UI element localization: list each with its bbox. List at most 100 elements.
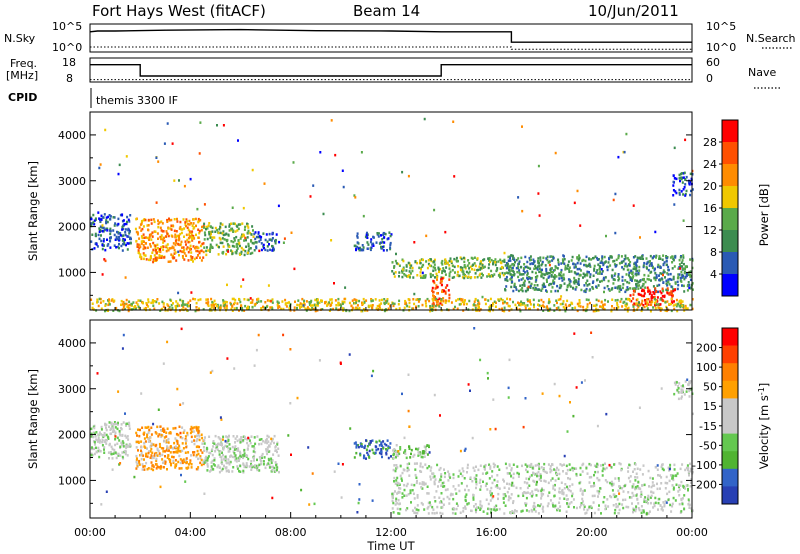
range-cell bbox=[223, 457, 226, 460]
range-cell bbox=[542, 309, 545, 312]
range-cell bbox=[186, 304, 189, 307]
range-cell bbox=[442, 503, 445, 506]
range-cell bbox=[524, 504, 527, 507]
range-cell bbox=[160, 434, 163, 437]
range-cell bbox=[186, 246, 189, 249]
range-cell bbox=[643, 273, 646, 277]
range-cell bbox=[402, 266, 405, 269]
range-cell bbox=[182, 402, 185, 405]
range-cell bbox=[479, 464, 482, 467]
range-cell bbox=[639, 236, 641, 239]
range-cell bbox=[264, 238, 267, 242]
range-cell bbox=[97, 304, 100, 308]
range-cell bbox=[599, 487, 602, 490]
range-cell bbox=[662, 263, 665, 267]
range-cell bbox=[604, 462, 606, 465]
range-cell bbox=[198, 438, 201, 442]
range-cell bbox=[167, 437, 170, 441]
range-cell bbox=[654, 465, 657, 469]
range-cell bbox=[662, 271, 665, 274]
range-cell bbox=[239, 454, 242, 458]
range-cell bbox=[502, 501, 505, 504]
range-cell bbox=[552, 279, 555, 282]
range-cell bbox=[147, 431, 150, 434]
range-cell bbox=[644, 299, 646, 302]
range-cell bbox=[471, 257, 474, 260]
range-cell bbox=[243, 452, 246, 455]
range-cell bbox=[499, 261, 502, 264]
range-cell bbox=[152, 248, 155, 252]
range-cell bbox=[509, 511, 512, 515]
range-cell bbox=[430, 258, 432, 261]
range-cell bbox=[581, 500, 584, 503]
range-cell bbox=[635, 507, 637, 511]
range-cell bbox=[236, 242, 239, 246]
range-cell bbox=[572, 469, 575, 472]
range-cell bbox=[678, 484, 681, 487]
range-cell bbox=[288, 301, 290, 304]
range-cell bbox=[388, 231, 391, 234]
range-cell bbox=[105, 442, 108, 445]
range-cell bbox=[549, 467, 552, 471]
range-cell bbox=[115, 306, 118, 310]
range-cell bbox=[182, 246, 185, 249]
range-cell bbox=[640, 302, 643, 305]
range-cell bbox=[408, 270, 411, 273]
range-cell bbox=[162, 248, 165, 251]
range-cell bbox=[655, 256, 657, 259]
range-cell bbox=[455, 299, 458, 302]
range-cell bbox=[538, 478, 541, 481]
range-cell bbox=[178, 425, 181, 428]
range-cell bbox=[105, 216, 108, 219]
range-cell bbox=[631, 271, 634, 274]
range-cell bbox=[589, 275, 592, 279]
range-cell bbox=[412, 298, 415, 301]
range-cell bbox=[681, 300, 684, 303]
range-cell bbox=[213, 442, 216, 445]
range-cell bbox=[487, 377, 489, 380]
range-cell bbox=[234, 251, 237, 254]
range-cell bbox=[421, 271, 424, 275]
range-cell bbox=[415, 447, 417, 451]
range-cell bbox=[135, 239, 138, 243]
range-cell bbox=[159, 248, 162, 251]
range-cell bbox=[681, 284, 683, 287]
range-cell bbox=[192, 245, 195, 248]
range-cell bbox=[680, 397, 683, 400]
range-cell bbox=[389, 243, 392, 246]
range-cell bbox=[265, 448, 268, 451]
range-cell bbox=[654, 288, 657, 291]
range-cell bbox=[526, 276, 529, 280]
range-cell bbox=[207, 224, 210, 228]
range-cell bbox=[525, 265, 528, 269]
range-cell bbox=[526, 481, 529, 485]
range-cell bbox=[559, 505, 562, 508]
range-cell bbox=[472, 263, 475, 266]
range-cell bbox=[198, 445, 201, 449]
range-cell bbox=[478, 265, 481, 269]
range-cell bbox=[187, 463, 190, 466]
range-cell bbox=[165, 435, 168, 438]
range-cell bbox=[160, 246, 163, 249]
range-cell bbox=[252, 445, 255, 448]
range-cell bbox=[403, 469, 406, 472]
range-cell bbox=[457, 484, 460, 487]
range-cell bbox=[150, 454, 153, 457]
range-cell bbox=[563, 258, 566, 261]
range-cell bbox=[625, 302, 628, 305]
range-cell bbox=[478, 481, 481, 484]
range-cell bbox=[219, 450, 222, 453]
range-cell bbox=[537, 164, 540, 168]
range-cell bbox=[672, 488, 675, 491]
range-cell bbox=[686, 289, 689, 292]
range-cell bbox=[160, 229, 163, 232]
range-cell bbox=[653, 255, 655, 258]
range-cell bbox=[198, 152, 201, 155]
range-cell bbox=[536, 266, 539, 270]
range-cell bbox=[201, 225, 203, 229]
range-cell bbox=[194, 309, 197, 313]
range-cell bbox=[96, 298, 99, 301]
range-cell bbox=[251, 306, 254, 309]
range-cell bbox=[547, 481, 550, 485]
range-cell bbox=[146, 447, 148, 450]
